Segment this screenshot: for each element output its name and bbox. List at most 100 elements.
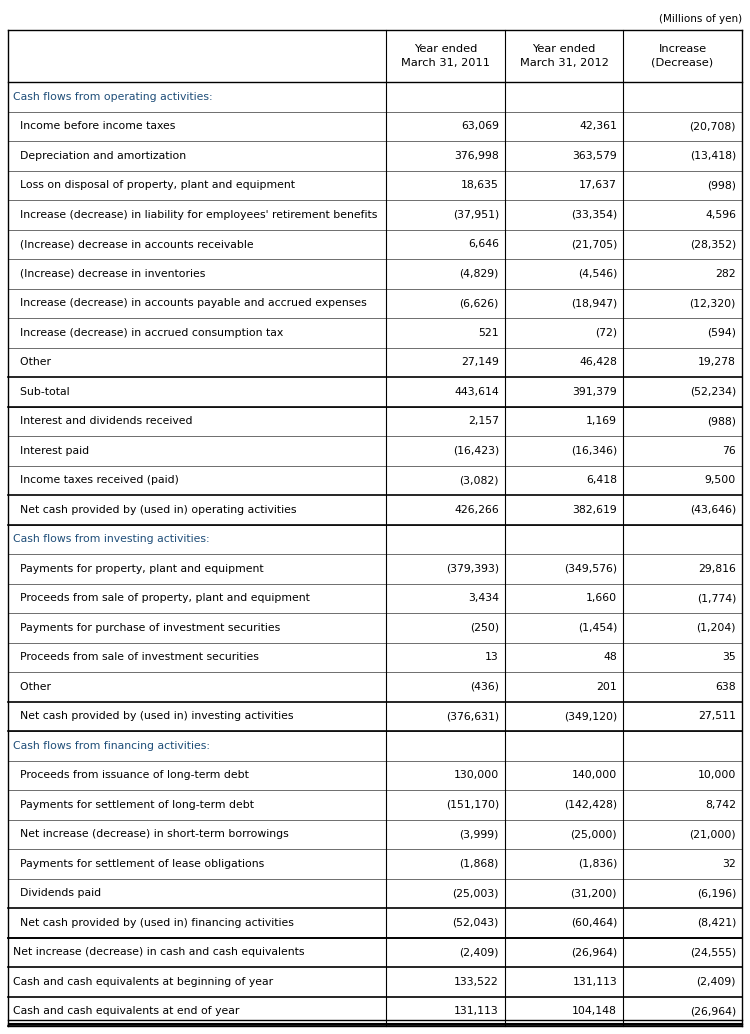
Text: Cash and cash equivalents at beginning of year: Cash and cash equivalents at beginning o… — [13, 977, 273, 986]
Text: (60,464): (60,464) — [571, 918, 617, 927]
Text: 104,148: 104,148 — [572, 1006, 617, 1016]
Text: (3,999): (3,999) — [460, 829, 499, 840]
Text: Increase (decrease) in liability for employees' retirement benefits: Increase (decrease) in liability for emp… — [13, 210, 377, 220]
Text: (16,346): (16,346) — [571, 446, 617, 456]
Text: 131,113: 131,113 — [454, 1006, 499, 1016]
Text: (72): (72) — [595, 328, 617, 338]
Text: (250): (250) — [470, 622, 499, 633]
Text: (2,409): (2,409) — [460, 947, 499, 957]
Text: (31,200): (31,200) — [571, 888, 617, 899]
Text: Proceeds from issuance of long-term debt: Proceeds from issuance of long-term debt — [13, 770, 249, 781]
Text: (349,120): (349,120) — [564, 711, 617, 722]
Text: (26,964): (26,964) — [571, 947, 617, 957]
Text: Proceeds from sale of investment securities: Proceeds from sale of investment securit… — [13, 652, 259, 662]
Text: (594): (594) — [707, 328, 736, 338]
Text: Net cash provided by (used in) investing activities: Net cash provided by (used in) investing… — [13, 711, 293, 722]
Text: (26,964): (26,964) — [690, 1006, 736, 1016]
Text: 391,379: 391,379 — [572, 387, 617, 397]
Text: Income before income taxes: Income before income taxes — [13, 121, 176, 131]
Text: (43,646): (43,646) — [690, 505, 736, 515]
Text: 130,000: 130,000 — [454, 770, 499, 781]
Text: 638: 638 — [716, 681, 736, 692]
Text: (21,705): (21,705) — [571, 239, 617, 249]
Text: Other: Other — [13, 681, 51, 692]
Text: Increase
(Decrease): Increase (Decrease) — [652, 44, 713, 67]
Text: 19,278: 19,278 — [698, 358, 736, 367]
Text: 2,157: 2,157 — [468, 417, 499, 426]
Text: Year ended
March 31, 2012: Year ended March 31, 2012 — [520, 44, 608, 67]
Text: 1,169: 1,169 — [586, 417, 617, 426]
Text: 29,816: 29,816 — [698, 564, 736, 574]
Text: (1,774): (1,774) — [697, 594, 736, 603]
Text: 8,742: 8,742 — [705, 799, 736, 810]
Text: 17,637: 17,637 — [579, 180, 617, 190]
Text: 27,511: 27,511 — [698, 711, 736, 722]
Text: (21,000): (21,000) — [689, 829, 736, 840]
Text: 376,998: 376,998 — [454, 151, 499, 160]
Text: (8,421): (8,421) — [697, 918, 736, 927]
Text: (151,170): (151,170) — [446, 799, 499, 810]
Text: 133,522: 133,522 — [454, 977, 499, 986]
Text: Net cash provided by (used in) financing activities: Net cash provided by (used in) financing… — [13, 918, 294, 927]
Text: 282: 282 — [716, 269, 736, 279]
Text: (379,393): (379,393) — [446, 564, 499, 574]
Text: 201: 201 — [596, 681, 617, 692]
Text: 363,579: 363,579 — [572, 151, 617, 160]
Text: (4,546): (4,546) — [578, 269, 617, 279]
Text: (25,000): (25,000) — [571, 829, 617, 840]
Text: (20,708): (20,708) — [689, 121, 736, 131]
Text: Cash flows from financing activities:: Cash flows from financing activities: — [13, 740, 210, 751]
Text: (142,428): (142,428) — [564, 799, 617, 810]
Text: (12,320): (12,320) — [690, 298, 736, 308]
Text: 443,614: 443,614 — [454, 387, 499, 397]
Text: 13: 13 — [485, 652, 499, 662]
Text: 131,113: 131,113 — [572, 977, 617, 986]
Text: 42,361: 42,361 — [579, 121, 617, 131]
Text: 18,635: 18,635 — [461, 180, 499, 190]
Text: Depreciation and amortization: Depreciation and amortization — [13, 151, 186, 160]
Text: (6,196): (6,196) — [697, 888, 736, 899]
Text: Payments for settlement of lease obligations: Payments for settlement of lease obligat… — [13, 859, 264, 869]
Text: 10,000: 10,000 — [698, 770, 736, 781]
Text: (52,234): (52,234) — [690, 387, 736, 397]
Text: (52,043): (52,043) — [452, 918, 499, 927]
Text: 382,619: 382,619 — [572, 505, 617, 515]
Text: 6,646: 6,646 — [468, 239, 499, 249]
Text: (Increase) decrease in inventories: (Increase) decrease in inventories — [13, 269, 206, 279]
Text: (988): (988) — [707, 417, 736, 426]
Text: 140,000: 140,000 — [572, 770, 617, 781]
Text: 63,069: 63,069 — [461, 121, 499, 131]
Text: Dividends paid: Dividends paid — [13, 888, 101, 899]
Text: 46,428: 46,428 — [579, 358, 617, 367]
Text: Cash flows from investing activities:: Cash flows from investing activities: — [13, 535, 209, 544]
Text: (1,454): (1,454) — [578, 622, 617, 633]
Text: (376,631): (376,631) — [446, 711, 499, 722]
Text: (4,829): (4,829) — [460, 269, 499, 279]
Text: (349,576): (349,576) — [564, 564, 617, 574]
Text: Year ended
March 31, 2011: Year ended March 31, 2011 — [401, 44, 490, 67]
Text: 6,418: 6,418 — [586, 476, 617, 485]
Text: 426,266: 426,266 — [454, 505, 499, 515]
Text: Payments for purchase of investment securities: Payments for purchase of investment secu… — [13, 622, 280, 633]
Text: Interest paid: Interest paid — [13, 446, 89, 456]
Text: (3,082): (3,082) — [460, 476, 499, 485]
Text: Other: Other — [13, 358, 51, 367]
Text: Increase (decrease) in accrued consumption tax: Increase (decrease) in accrued consumpti… — [13, 328, 284, 338]
Text: Proceeds from sale of property, plant and equipment: Proceeds from sale of property, plant an… — [13, 594, 310, 603]
Text: 35: 35 — [722, 652, 736, 662]
Text: Loss on disposal of property, plant and equipment: Loss on disposal of property, plant and … — [13, 180, 295, 190]
Text: (33,354): (33,354) — [571, 210, 617, 220]
Text: 32: 32 — [722, 859, 736, 869]
Text: 1,660: 1,660 — [586, 594, 617, 603]
Text: Income taxes received (paid): Income taxes received (paid) — [13, 476, 178, 485]
Text: Payments for settlement of long-term debt: Payments for settlement of long-term deb… — [13, 799, 254, 810]
Text: (24,555): (24,555) — [690, 947, 736, 957]
Text: Sub-total: Sub-total — [13, 387, 70, 397]
Text: 27,149: 27,149 — [461, 358, 499, 367]
Text: (25,003): (25,003) — [452, 888, 499, 899]
Text: 4,596: 4,596 — [705, 210, 736, 220]
Text: (1,868): (1,868) — [460, 859, 499, 869]
Text: Payments for property, plant and equipment: Payments for property, plant and equipme… — [13, 564, 264, 574]
Text: (6,626): (6,626) — [460, 298, 499, 308]
Text: 3,434: 3,434 — [468, 594, 499, 603]
